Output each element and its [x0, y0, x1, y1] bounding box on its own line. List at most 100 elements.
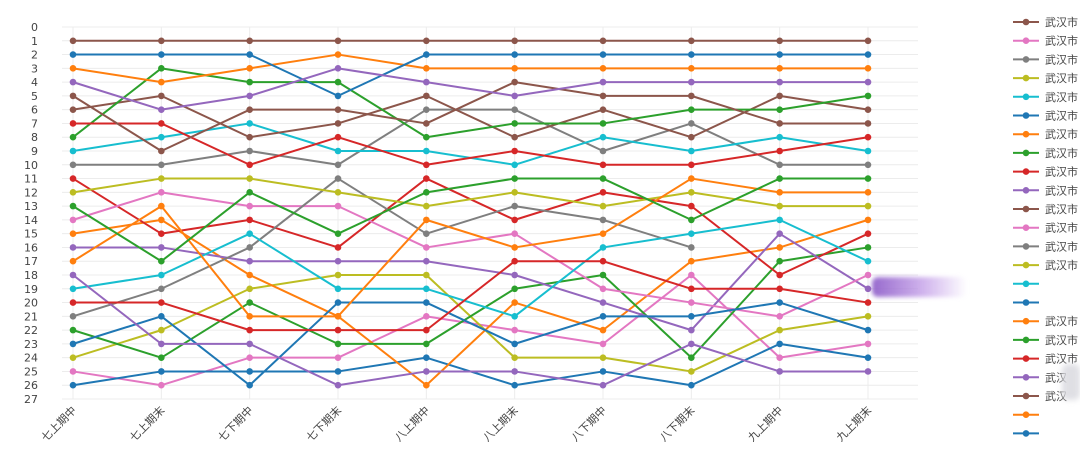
data-point [158, 133, 165, 141]
legend-item[interactable]: 武汉市 [1013, 15, 1078, 29]
data-point [158, 189, 165, 196]
data-point [334, 381, 342, 389]
data-point [511, 51, 518, 58]
data-point [246, 257, 253, 265]
data-point [776, 78, 783, 86]
data-point [864, 37, 872, 45]
x-axis: 七上期中 七上期末 七下期中 七下期末 八上期中 八上期末 八下期中 八下期末 九上期中 九上期末 [39, 403, 874, 444]
x-tick-label: 八上期末 [480, 403, 521, 444]
data-point [599, 299, 607, 306]
data-point [158, 51, 165, 58]
legend-swatch-marker [1022, 168, 1030, 175]
legend-item[interactable]: 武汉市 [1013, 333, 1078, 347]
data-point [334, 175, 342, 182]
data-point [599, 202, 607, 210]
y-tick-label: 21 [24, 310, 38, 323]
data-point [158, 37, 165, 45]
data-point [599, 285, 607, 293]
legend-item[interactable]: 武汉市 [1013, 202, 1078, 216]
data-point [246, 78, 253, 86]
series-line [69, 78, 872, 155]
legend-label: 武汉市 [1045, 239, 1078, 253]
legend-item[interactable]: 武汉 [1013, 390, 1067, 403]
data-point [864, 147, 872, 155]
series-path [72, 191, 869, 318]
data-point [423, 37, 430, 45]
legend-swatch-marker [1022, 149, 1030, 157]
legend-item[interactable] [1013, 411, 1039, 419]
legend-label: 武汉市 [1045, 165, 1078, 179]
y-tick-label: 0 [31, 21, 38, 34]
x-tick-label: 八下期中 [569, 404, 609, 444]
data-point [776, 326, 783, 334]
data-point [864, 257, 872, 265]
series-path [72, 177, 692, 318]
legend-item[interactable]: 武汉市 [1013, 127, 1078, 141]
data-point [423, 92, 430, 100]
data-point [688, 299, 695, 306]
data-point [158, 92, 165, 100]
legend-item[interactable]: 武汉市 [1013, 52, 1078, 66]
data-point [688, 285, 695, 293]
y-tick-label: 11 [24, 173, 38, 186]
legend-item[interactable]: 武汉市 [1013, 34, 1078, 48]
legend-item[interactable]: 武汉市 [1013, 314, 1078, 328]
legend-item[interactable]: 武汉市 [1013, 165, 1078, 179]
data-point [688, 92, 695, 100]
legend-swatch-marker [1022, 374, 1030, 381]
data-point [246, 106, 253, 113]
legend-item[interactable] [1013, 299, 1039, 306]
data-point [511, 340, 518, 348]
data-point [864, 326, 872, 334]
data-point [423, 51, 430, 58]
series-line [69, 37, 872, 45]
data-point [334, 368, 342, 375]
legend-item[interactable]: 武汉市 [1013, 258, 1078, 272]
data-point [334, 354, 342, 361]
legend-item[interactable]: 武汉市 [1013, 90, 1078, 104]
data-point [864, 216, 872, 224]
data-point [158, 285, 165, 293]
legend-item[interactable]: 武汉市 [1013, 109, 1078, 123]
data-point [423, 65, 430, 72]
legend-item[interactable]: 武汉市 [1013, 183, 1078, 197]
data-point [158, 299, 165, 306]
legend-item[interactable]: 武汉 [1013, 371, 1067, 384]
data-point [776, 37, 783, 45]
data-point [688, 326, 695, 334]
data-point [69, 257, 77, 265]
data-point [511, 257, 518, 265]
legend-item[interactable]: 武汉市 [1013, 221, 1078, 235]
legend-item[interactable]: 武汉市 [1013, 146, 1078, 160]
data-point [158, 244, 165, 251]
legend-item[interactable]: 武汉市 [1013, 71, 1078, 85]
y-tick-label: 12 [24, 186, 38, 199]
data-point [423, 299, 430, 306]
data-point [864, 78, 872, 86]
series-line [69, 175, 872, 320]
x-tick-label: 七下期中 [215, 404, 255, 444]
data-point [776, 299, 783, 306]
legend-label: 武汉 [1045, 371, 1067, 384]
x-tick-label: 九上期末 [833, 403, 874, 444]
data-point [334, 285, 342, 293]
data-point [69, 147, 77, 155]
legend-swatch-marker [1022, 74, 1030, 82]
legend-item[interactable] [1013, 280, 1039, 288]
legend-item[interactable]: 武汉市 [1013, 239, 1078, 253]
data-point [864, 299, 872, 306]
data-point [511, 381, 518, 389]
data-point [599, 244, 607, 251]
legend-item[interactable]: 武汉市 [1013, 352, 1078, 366]
y-tick-label: 16 [24, 241, 38, 254]
legend[interactable]: 武汉市武汉市武汉市武汉市武汉市武汉市武汉市武汉市武汉市武汉市武汉市武汉市武汉市武… [1013, 15, 1078, 437]
data-point [69, 340, 77, 348]
data-point [864, 340, 872, 348]
data-point [511, 271, 518, 279]
data-point [423, 326, 430, 334]
y-tick-label: 13 [24, 200, 38, 213]
legend-item[interactable] [1013, 430, 1039, 437]
series-path [72, 53, 868, 84]
legend-swatch-marker [1022, 205, 1030, 213]
data-point [246, 92, 253, 100]
